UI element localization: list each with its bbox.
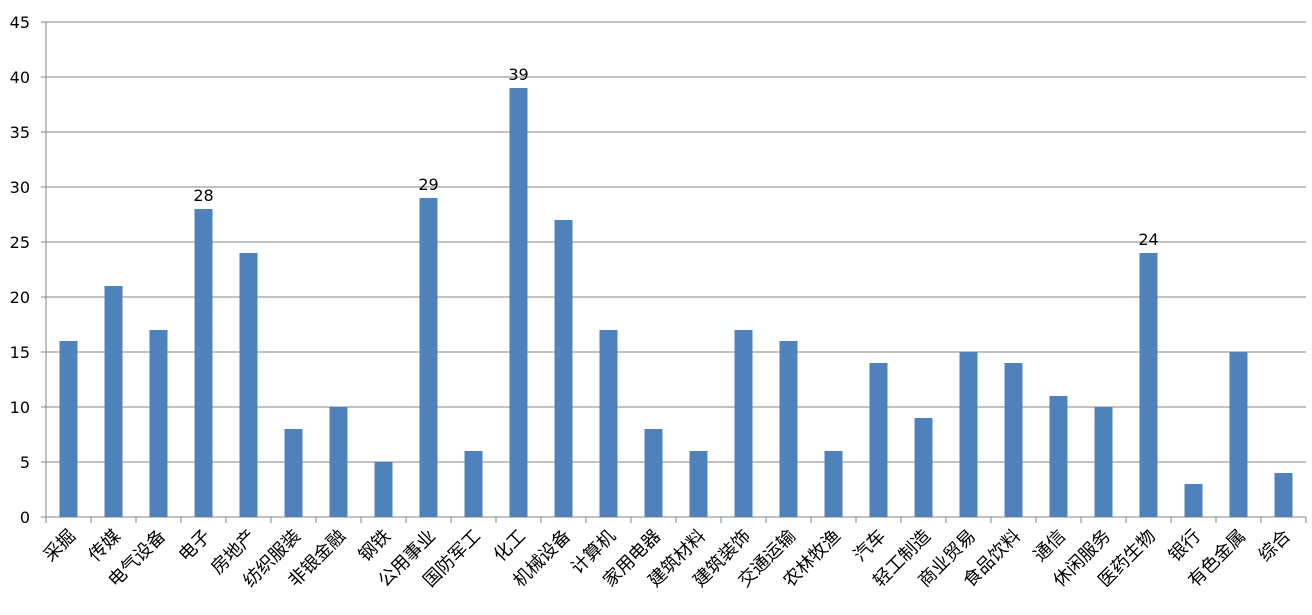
x-tick-label: 电子 — [175, 526, 215, 566]
bar — [824, 451, 843, 517]
bar — [239, 253, 258, 517]
bar — [1139, 253, 1158, 517]
x-tick-label: 通信 — [1030, 526, 1070, 566]
bar — [284, 429, 303, 517]
bar — [689, 451, 708, 517]
y-tick-label: 20 — [10, 288, 30, 307]
bar — [149, 330, 168, 517]
bar — [554, 220, 573, 517]
bar — [959, 352, 978, 517]
bar — [1004, 363, 1023, 517]
data-label: 28 — [193, 186, 213, 205]
data-label: 24 — [1138, 230, 1158, 249]
bar — [374, 462, 393, 517]
bar — [1184, 484, 1203, 517]
y-tick-label: 35 — [10, 123, 30, 142]
bar — [599, 330, 618, 517]
bar — [734, 330, 753, 517]
y-tick-label: 15 — [10, 343, 30, 362]
x-tick-label: 钢铁 — [355, 526, 395, 566]
bar — [644, 429, 663, 517]
x-tick-label: 化工 — [490, 526, 530, 566]
data-label: 39 — [508, 65, 528, 84]
x-tick-label: 传媒 — [85, 526, 125, 566]
data-label: 29 — [418, 175, 438, 194]
bar — [914, 418, 933, 517]
y-tick-label: 0 — [20, 508, 30, 527]
x-tick-label: 综合 — [1255, 526, 1295, 566]
bar — [1274, 473, 1293, 517]
bar — [419, 198, 438, 517]
bar — [509, 88, 528, 517]
y-tick-label: 45 — [10, 13, 30, 32]
bar — [869, 363, 888, 517]
bar — [59, 341, 78, 517]
x-tick-label: 采掘 — [40, 526, 80, 566]
bar — [779, 341, 798, 517]
bar — [1049, 396, 1068, 517]
y-tick-label: 40 — [10, 68, 30, 87]
x-tick-label: 银行 — [1165, 526, 1205, 566]
y-tick-label: 30 — [10, 178, 30, 197]
bar — [464, 451, 483, 517]
bar — [1229, 352, 1248, 517]
y-tick-label: 5 — [20, 453, 30, 472]
y-tick-label: 10 — [10, 398, 30, 417]
bar — [1094, 407, 1113, 517]
bar — [329, 407, 348, 517]
bar — [104, 286, 123, 517]
x-tick-label: 汽车 — [850, 526, 890, 566]
y-tick-label: 25 — [10, 233, 30, 252]
bar — [194, 209, 213, 517]
